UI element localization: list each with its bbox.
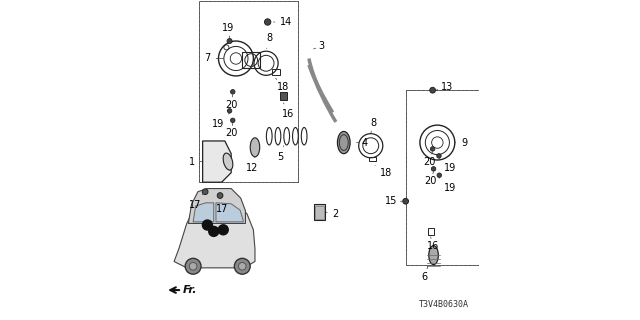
Circle shape [264,19,271,25]
Ellipse shape [250,138,260,157]
Polygon shape [216,203,243,222]
Circle shape [227,38,232,44]
Bar [200,1,298,182]
Text: 20: 20 [225,123,237,138]
Text: 18: 18 [375,165,392,178]
Ellipse shape [223,153,233,170]
Text: 6: 6 [422,266,428,282]
Circle shape [403,198,408,204]
Circle shape [218,224,229,236]
Text: 18: 18 [276,78,290,92]
Text: 15: 15 [385,196,403,206]
Text: 2: 2 [326,209,339,219]
Text: 17: 17 [189,194,203,210]
Circle shape [429,87,435,93]
Text: 9: 9 [455,138,467,148]
Circle shape [431,167,436,171]
Text: 1: 1 [189,156,203,167]
Text: 12: 12 [246,157,258,173]
Circle shape [202,219,213,231]
Ellipse shape [337,132,350,154]
Circle shape [227,108,232,113]
Circle shape [217,193,223,198]
Polygon shape [203,141,231,182]
Text: Fr.: Fr. [183,285,198,295]
Text: 13: 13 [436,82,452,92]
Polygon shape [174,204,255,268]
Text: 20: 20 [225,94,237,110]
Bar [243,52,260,68]
Circle shape [437,173,442,178]
Circle shape [189,262,197,270]
Circle shape [436,154,441,158]
Circle shape [234,258,250,274]
Bar [280,92,287,100]
Circle shape [430,147,435,151]
Text: 17: 17 [216,198,228,214]
Polygon shape [193,203,214,222]
Text: 7: 7 [204,53,223,63]
Circle shape [202,189,208,195]
Bar [315,206,324,219]
Bar [200,1,298,182]
Text: 14: 14 [274,17,292,27]
Text: 8: 8 [370,118,376,134]
Ellipse shape [429,246,438,265]
Circle shape [230,90,235,94]
Text: 19: 19 [439,158,456,173]
Bar [406,90,480,265]
Text: 16: 16 [426,237,439,251]
Bar [406,90,480,265]
Text: 19: 19 [222,23,234,38]
Bar [428,228,433,235]
Text: 5: 5 [277,146,284,162]
Circle shape [230,118,235,123]
Circle shape [208,226,220,237]
Text: 16: 16 [282,103,294,119]
Text: 3: 3 [314,41,324,51]
Text: 4: 4 [356,138,367,148]
Bar [272,69,280,75]
Bar [314,204,324,220]
Bar [369,156,376,161]
Text: 8: 8 [266,33,272,49]
Circle shape [185,258,201,274]
Text: 19: 19 [439,178,456,193]
Text: T3V4B0630A: T3V4B0630A [419,300,469,309]
Circle shape [239,262,246,270]
Text: 20: 20 [423,151,436,167]
Text: 19: 19 [212,113,230,129]
Polygon shape [188,188,246,223]
Text: 20: 20 [424,172,436,187]
